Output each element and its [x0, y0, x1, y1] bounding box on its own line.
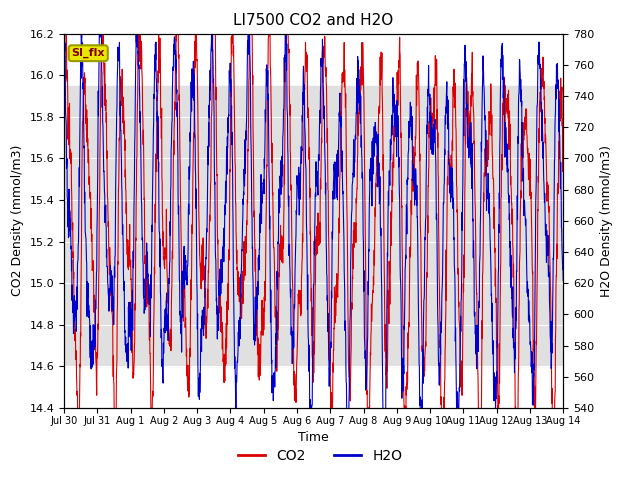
- Bar: [64, 85, 563, 366]
- Y-axis label: CO2 Density (mmol/m3): CO2 Density (mmol/m3): [11, 145, 24, 297]
- Legend: CO2, H2O: CO2, H2O: [232, 443, 408, 468]
- Y-axis label: H2O Density (mmol/m3): H2O Density (mmol/m3): [600, 145, 612, 297]
- Title: LI7500 CO2 and H2O: LI7500 CO2 and H2O: [234, 13, 394, 28]
- Text: SI_flx: SI_flx: [72, 48, 105, 59]
- X-axis label: Time: Time: [298, 431, 329, 444]
